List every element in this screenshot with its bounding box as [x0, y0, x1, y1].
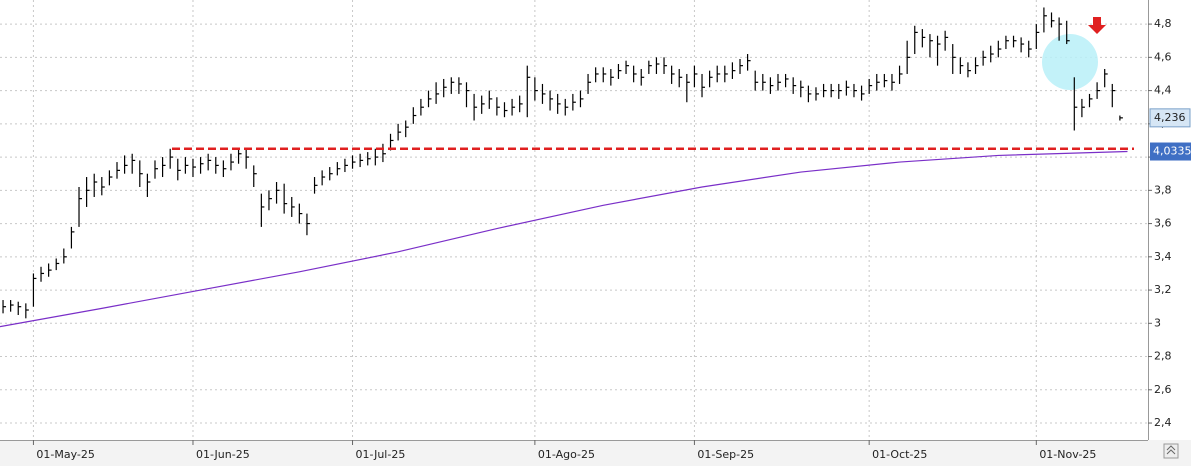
y-tick-label: 4,4	[1154, 84, 1172, 97]
average-line	[0, 150, 1128, 328]
y-tick-label: 4,6	[1154, 50, 1172, 63]
y-tick-label: 3,8	[1154, 183, 1172, 196]
marks	[0, 7, 1134, 328]
x-tick-label: 01-Oct-25	[872, 448, 927, 461]
y-tick-label: 2,6	[1154, 383, 1172, 396]
x-tick-label: 01-Jun-25	[196, 448, 250, 461]
y-tick-label: 2,4	[1154, 416, 1172, 429]
price-label-box	[1149, 108, 1191, 128]
x-tick-label: 01-Nov-25	[1039, 448, 1096, 461]
down-arrow	[1088, 17, 1106, 34]
average-label-box	[1150, 142, 1191, 161]
price-label: 4,236	[1154, 111, 1186, 124]
scale-button[interactable]	[1163, 443, 1179, 459]
y-tick-label: 3,2	[1154, 283, 1172, 296]
y-tick-label: 4,8	[1154, 17, 1172, 30]
highlight-circle	[1042, 34, 1098, 90]
average-label: 4,0335	[1153, 145, 1191, 158]
scale-icon	[1166, 445, 1176, 455]
plot-area	[0, 0, 1148, 440]
x-tick-label: 01-May-25	[36, 448, 94, 461]
y-tick-label: 3	[1154, 316, 1161, 329]
x-tick-label: 01-Jul-25	[356, 448, 406, 461]
x-axis-strip	[0, 440, 1191, 466]
x-tick-label: 01-Ago-25	[538, 448, 595, 461]
y-tick-label: 3,6	[1154, 217, 1172, 230]
grid	[0, 0, 1148, 440]
y-tick-label: 2,8	[1154, 350, 1172, 363]
y-tick-label: 3,4	[1154, 250, 1172, 263]
x-tick-label: 01-Sep-25	[697, 448, 754, 461]
